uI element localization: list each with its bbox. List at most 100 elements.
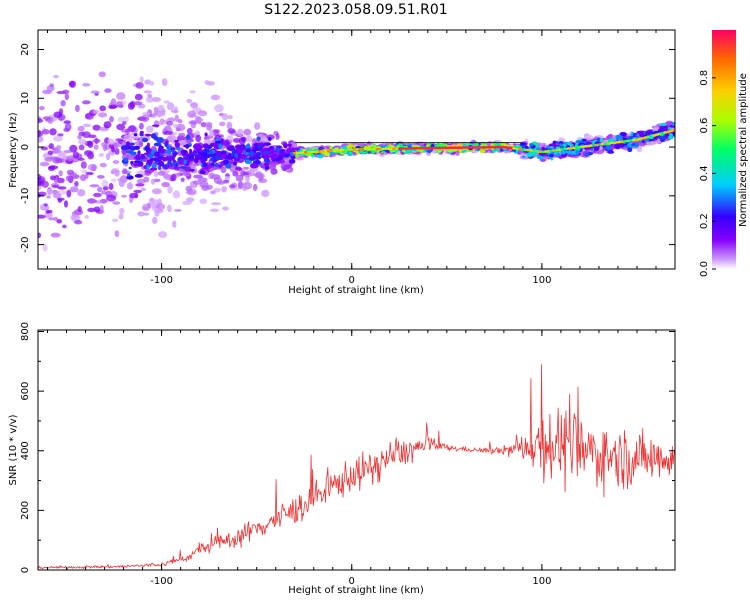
spectral-blob bbox=[135, 82, 144, 89]
spectral-blob bbox=[205, 121, 213, 128]
spectral-blob bbox=[243, 128, 252, 136]
spectral-blob bbox=[87, 198, 96, 204]
spectral-blob bbox=[599, 138, 604, 143]
spectral-blob bbox=[149, 80, 155, 86]
spectral-blob bbox=[246, 135, 253, 143]
spectral-blob bbox=[112, 201, 121, 205]
spectral-blob bbox=[261, 189, 270, 198]
spectral-blob bbox=[216, 180, 226, 185]
spectral-blob bbox=[162, 159, 166, 162]
spectral-blob bbox=[167, 185, 173, 194]
spectral-blob bbox=[119, 207, 125, 215]
spectral-blob bbox=[224, 154, 232, 160]
spectral-blob bbox=[166, 148, 172, 155]
spectral-blob bbox=[127, 102, 135, 110]
spectral-blob bbox=[210, 208, 220, 213]
spectral-blob bbox=[63, 120, 71, 125]
spectrogram-xlabel: Height of straight line (km) bbox=[288, 285, 424, 296]
spectral-blob bbox=[549, 143, 557, 147]
spectral-blob bbox=[52, 156, 61, 164]
spectral-blob bbox=[103, 121, 112, 129]
spectral-blob bbox=[221, 113, 229, 121]
spectral-blob bbox=[111, 178, 117, 183]
spectral-blob bbox=[109, 115, 114, 123]
spectral-blob bbox=[227, 115, 233, 120]
x-tick-label: 0 bbox=[349, 275, 355, 286]
spectral-blob bbox=[631, 143, 636, 147]
spectral-blob bbox=[627, 146, 633, 153]
spectral-blob bbox=[206, 153, 212, 158]
spectral-blob bbox=[114, 230, 120, 238]
colorbar-ticks: 0.0 0.2 0.4 0.6 0.8 bbox=[699, 70, 716, 277]
spectral-blob bbox=[203, 148, 210, 153]
spectral-blob bbox=[71, 174, 80, 180]
snr-bg bbox=[38, 330, 675, 570]
spectral-blob bbox=[275, 147, 281, 153]
spectral-blob bbox=[39, 106, 45, 111]
spectral-blob bbox=[290, 155, 296, 159]
spectral-blob bbox=[229, 184, 236, 189]
spectral-blob bbox=[78, 144, 85, 151]
spectral-blob bbox=[283, 157, 291, 165]
spectral-blob bbox=[246, 182, 252, 188]
spectral-blob bbox=[69, 144, 78, 153]
spectral-blob bbox=[89, 184, 100, 188]
spectral-blob bbox=[145, 133, 152, 137]
spectral-blob bbox=[133, 163, 139, 167]
spectral-blob bbox=[68, 80, 75, 88]
spectral-blob bbox=[152, 216, 158, 224]
spectral-blob bbox=[87, 140, 94, 148]
spectral-blob bbox=[615, 135, 620, 141]
spectral-blob bbox=[253, 122, 261, 130]
spectral-blob bbox=[172, 220, 177, 228]
spectral-blob bbox=[121, 194, 127, 198]
spectral-blob bbox=[60, 100, 66, 107]
x-tick-label: -100 bbox=[150, 275, 173, 286]
spectral-blob bbox=[157, 104, 165, 112]
spectral-blob bbox=[242, 172, 250, 176]
spectral-blob bbox=[77, 206, 82, 212]
spectral-blob bbox=[38, 173, 42, 181]
spectral-blob bbox=[105, 153, 111, 161]
spectrogram-marks bbox=[38, 71, 675, 252]
spectral-blob bbox=[56, 219, 62, 224]
spectral-blob bbox=[122, 121, 127, 125]
spectral-blob bbox=[664, 125, 668, 131]
spectral-blob bbox=[171, 149, 175, 154]
spectral-blob bbox=[609, 149, 613, 154]
spectral-blob bbox=[167, 204, 172, 213]
spectral-blob bbox=[271, 153, 278, 160]
spectral-blob bbox=[174, 142, 180, 148]
spectral-blob bbox=[167, 159, 172, 165]
spectral-blob bbox=[82, 100, 91, 105]
spectral-blob bbox=[214, 163, 219, 167]
spectral-blob bbox=[153, 142, 162, 147]
spectral-blob bbox=[278, 155, 284, 160]
spectral-blob bbox=[555, 153, 561, 157]
spectral-blob bbox=[172, 190, 181, 199]
spectral-blob bbox=[208, 172, 215, 177]
spectral-blob bbox=[178, 167, 184, 173]
spectral-blob bbox=[211, 162, 215, 166]
spectral-blob bbox=[529, 143, 534, 147]
spectral-blob bbox=[521, 155, 526, 158]
spectral-blob bbox=[147, 153, 154, 158]
spectral-blob bbox=[226, 145, 234, 152]
spectral-blob bbox=[439, 143, 447, 148]
spectral-blob bbox=[257, 144, 264, 149]
colorbar-tick-label: 0.6 bbox=[699, 118, 710, 134]
spectral-blob bbox=[101, 142, 106, 148]
spectral-blob bbox=[220, 138, 224, 143]
spectral-blob bbox=[235, 166, 242, 171]
spectral-blob bbox=[106, 194, 117, 202]
y-tick-label: 20 bbox=[20, 43, 31, 56]
spectral-blob bbox=[212, 160, 217, 163]
spectral-blob bbox=[204, 80, 210, 85]
spectral-blob bbox=[180, 177, 185, 182]
spectral-blob bbox=[146, 125, 154, 133]
spectral-blob bbox=[62, 224, 67, 229]
spectral-blob bbox=[210, 143, 217, 147]
y-tick-label: 0 bbox=[20, 144, 31, 150]
spectral-blob bbox=[175, 127, 181, 132]
x-tick-label: 100 bbox=[532, 576, 551, 587]
